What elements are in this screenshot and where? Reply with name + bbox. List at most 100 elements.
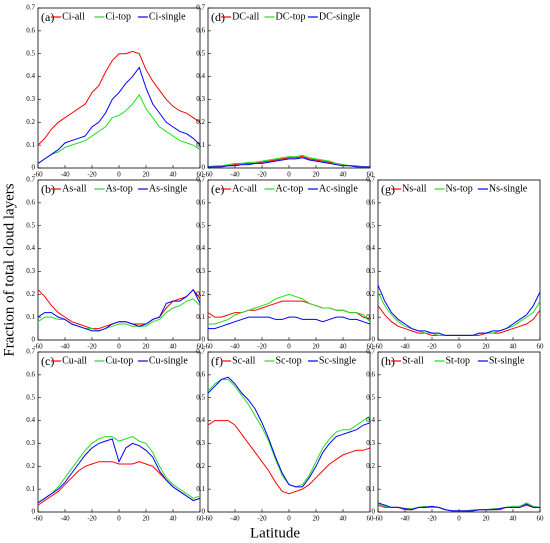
legend-label: As-top [106, 183, 133, 194]
y-tick-label: 0 [32, 336, 36, 344]
legend-label: St-top [446, 355, 470, 366]
y-tick-label: 0.2 [196, 290, 205, 298]
x-tick-label: -20 [87, 515, 97, 523]
x-tick-label: 60 [537, 343, 545, 351]
y-tick-label: 0.7 [26, 176, 35, 184]
y-tick-label: 0.5 [366, 221, 375, 229]
y-tick-label: 0.6 [26, 198, 35, 206]
x-tick-label: -60 [33, 171, 43, 179]
lines [38, 50, 200, 164]
lines [38, 288, 200, 332]
y-tick-label: 0.6 [196, 198, 205, 206]
x-tick-label: 60 [367, 515, 375, 523]
x-tick-label: -40 [230, 171, 240, 179]
x-tick-label: 40 [170, 515, 178, 523]
x-tick-label: 0 [287, 343, 291, 351]
y-tick-label: 0 [372, 336, 376, 344]
y-tick-label: 0.5 [196, 221, 205, 229]
x-tick-label: 20 [143, 515, 151, 523]
x-tick-label: 20 [313, 343, 321, 351]
y-tick-label: 0.6 [196, 26, 205, 34]
plot-frame [37, 7, 201, 169]
y-tick-label: 0.4 [196, 72, 205, 80]
x-axis-label: Latitude [250, 525, 300, 541]
x-tick-label: -20 [427, 515, 437, 523]
x-tick-label: -40 [230, 515, 240, 523]
x-tick-label: 0 [457, 515, 461, 523]
x-tick-label: -40 [60, 515, 70, 523]
panel-label: (b) [41, 182, 55, 196]
panel-label: (d) [211, 10, 225, 24]
x-tick-label: 40 [170, 343, 178, 351]
legend-label: St-all [402, 355, 424, 366]
y-tick-label: 0.4 [366, 244, 375, 252]
x-tick-label: 40 [170, 171, 178, 179]
lines [208, 293, 370, 330]
legend-label: As-single [149, 183, 188, 194]
series-line [208, 157, 370, 168]
y-tick-label: 0 [32, 164, 36, 172]
series-line [38, 436, 200, 504]
x-tick-label: 40 [510, 343, 518, 351]
legend-label: Ns-all [402, 183, 427, 194]
series-line [38, 50, 200, 146]
y-tick-label: 0.6 [26, 370, 35, 378]
plot-frame [37, 351, 201, 513]
panel-label: (a) [41, 10, 54, 24]
x-tick-label: 0 [287, 171, 291, 179]
x-tick-label: 40 [340, 171, 348, 179]
x-tick-label: -40 [60, 343, 70, 351]
lines [378, 284, 540, 336]
y-tick-label: 0.2 [366, 290, 375, 298]
plot-frame [377, 351, 541, 513]
y-tick-label: 0.1 [366, 313, 375, 321]
legend-label: Sc-top [276, 355, 302, 366]
legend-label: DC-single [319, 11, 361, 22]
y-tick-label: 0.3 [196, 439, 205, 447]
legend-label: Ac-top [276, 183, 304, 194]
y-tick-label: 0.2 [26, 290, 35, 298]
panel-label: (e) [211, 182, 224, 196]
y-tick-label: 0.3 [196, 267, 205, 275]
x-tick-label: 20 [483, 515, 491, 523]
y-tick-label: 0.5 [26, 393, 35, 401]
x-tick-label: -40 [400, 343, 410, 351]
legend-label: Ns-single [489, 183, 528, 194]
x-tick-label: -20 [257, 171, 267, 179]
lines [208, 154, 370, 168]
y-tick-label: 0.1 [26, 313, 35, 321]
x-tick-label: 0 [117, 515, 121, 523]
y-tick-label: 0.4 [196, 416, 205, 424]
y-axis-label: Fraction of total cloud layers [1, 183, 17, 356]
y-tick-label: 0 [32, 508, 36, 516]
series-line [38, 93, 200, 164]
y-tick-label: 0.2 [366, 462, 375, 470]
y-tick-label: 0.6 [366, 198, 375, 206]
y-tick-label: 0.4 [26, 416, 35, 424]
legend-label: Ns-top [446, 183, 473, 194]
x-tick-label: 40 [340, 343, 348, 351]
y-tick-label: 0.1 [366, 485, 375, 493]
x-tick-label: -40 [400, 515, 410, 523]
plot-frame [377, 179, 541, 341]
series-line [208, 420, 370, 495]
y-tick-label: 0.7 [366, 348, 375, 356]
panel: 0 0.1 0.2 0.3 0.4 0.5 0.6 0.7 -60 -40 -20 0 20 40 60 (h… [366, 348, 544, 523]
series-line [38, 66, 200, 164]
y-tick-label: 0.7 [366, 176, 375, 184]
y-tick-label: 0.5 [366, 393, 375, 401]
x-tick-label: 20 [313, 515, 321, 523]
panel-label: (c) [41, 354, 54, 368]
x-tick-label: 0 [457, 343, 461, 351]
x-tick-label: -40 [60, 171, 70, 179]
legend-label: St-single [489, 355, 525, 366]
legend-label: Ci-single [149, 11, 186, 22]
x-tick-label: -20 [257, 343, 267, 351]
legend-label: Ci-top [106, 11, 132, 22]
x-tick-label: -60 [373, 515, 383, 523]
plot-frame [207, 179, 371, 341]
y-tick-label: 0.1 [26, 485, 35, 493]
y-tick-label: 0.6 [26, 26, 35, 34]
y-tick-label: 0.5 [26, 221, 35, 229]
